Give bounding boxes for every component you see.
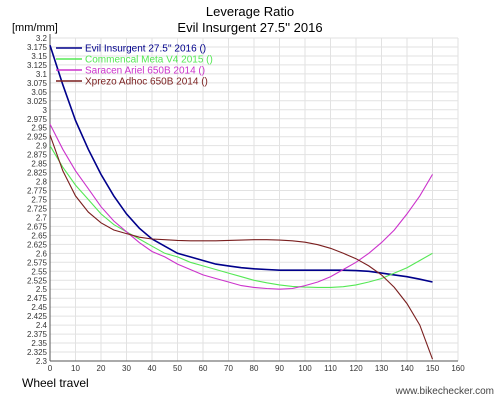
y-tick-label: 2.525	[27, 276, 48, 285]
y-tick-label: 3.175	[27, 43, 48, 52]
x-tick-label: 100	[298, 364, 312, 373]
x-tick-label: 130	[375, 364, 389, 373]
legend-label-2: Commencal Meta V4 2015 ()	[85, 55, 213, 66]
x-tick-label: 80	[250, 364, 259, 373]
y-tick-label: 2.85	[31, 160, 47, 169]
y-tick-label: 3.025	[27, 97, 48, 106]
x-tick-label: 110	[324, 364, 337, 373]
series-lines	[49, 44, 434, 360]
y-tick-label: 3	[43, 106, 48, 115]
y-axis-label: [mm/mm]	[12, 22, 58, 34]
y-tick-label: 2.725	[27, 204, 48, 213]
y-tick-label: 2.775	[27, 187, 48, 196]
x-tick-label: 40	[148, 364, 157, 373]
y-tick-label: 2.425	[27, 312, 48, 321]
legend: Evil Insurgent 27.5'' 2016 ()Commencal M…	[56, 44, 213, 88]
y-tick-label: 2.875	[27, 151, 48, 160]
series-line-1	[49, 44, 433, 283]
y-tick-label: 2.925	[27, 133, 48, 142]
y-tick-label: 3.15	[31, 52, 47, 61]
y-tick-label: 2.625	[27, 240, 48, 249]
x-tick-label: 60	[199, 364, 208, 373]
axes	[49, 34, 458, 362]
x-tick-label: 10	[71, 364, 80, 373]
y-tick-label: 2.825	[27, 169, 48, 178]
x-tick-label: 140	[400, 364, 414, 373]
x-tick-label: 0	[48, 364, 53, 373]
y-tick-label: 3.1	[36, 70, 48, 79]
grid	[49, 37, 459, 362]
x-tick-label: 30	[122, 364, 131, 373]
y-tick-label: 2.325	[27, 348, 48, 357]
legend-label-4: Xprezo Adhoc 650B 2014 ()	[85, 77, 208, 88]
y-tick-label: 2.9	[36, 142, 48, 151]
y-tick-label: 3.2	[36, 34, 48, 43]
y-tick-label: 2.35	[31, 339, 47, 348]
x-tick-label: 50	[173, 364, 182, 373]
y-tick-label: 3.05	[31, 88, 47, 97]
y-tick-label: 2.375	[27, 330, 48, 339]
y-tick-label: 2.55	[31, 267, 47, 276]
y-tick-label: 2.95	[31, 124, 47, 133]
y-tick-label: 2.5	[36, 285, 48, 294]
chart-subtitle: Evil Insurgent 27.5'' 2016	[177, 20, 323, 35]
y-tick-label: 2.975	[27, 115, 48, 124]
x-tick-labels: 0 10 20 30 40 50 60 70 80 90 100 110 120 130 140 150 160	[48, 364, 465, 373]
y-tick-label: 3.125	[27, 61, 48, 70]
y-tick-label: 2.675	[27, 222, 48, 231]
series-line-4	[49, 134, 434, 360]
chart-title: Leverage Ratio	[205, 4, 295, 19]
x-tick-label: 120	[349, 364, 363, 373]
y-tick-label: 2.475	[27, 294, 48, 303]
x-tick-label: 90	[275, 364, 284, 373]
series-line-3	[49, 123, 433, 290]
y-tick-label: 2.3	[36, 357, 48, 366]
y-tick-label: 2.65	[31, 231, 47, 240]
x-tick-label: 70	[224, 364, 233, 373]
legend-label-1: Evil Insurgent 27.5'' 2016 ()	[85, 44, 206, 55]
x-tick-label: 150	[426, 364, 440, 373]
x-tick-label: 160	[451, 364, 465, 373]
y-tick-label: 2.75	[31, 196, 47, 205]
y-tick-label: 2.45	[31, 303, 47, 312]
watermark: www.bikechecker.com	[395, 386, 494, 397]
x-tick-label: 20	[97, 364, 106, 373]
y-tick-label: 2.575	[27, 258, 48, 267]
y-tick-label: 3.075	[27, 79, 48, 88]
y-tick-label: 2.7	[36, 213, 48, 222]
y-tick-label: 2.4	[36, 321, 48, 330]
x-axis-label: Wheel travel	[22, 376, 89, 390]
legend-label-3: Saracen Ariel 650B 2014 ()	[85, 66, 205, 77]
y-tick-label: 2.6	[36, 249, 48, 258]
series-line-2	[49, 145, 433, 288]
y-tick-labels: 2.32.3252.352.3752.42.4252.452.4752.52.5…	[27, 34, 48, 366]
y-tick-label: 2.8	[36, 178, 48, 187]
